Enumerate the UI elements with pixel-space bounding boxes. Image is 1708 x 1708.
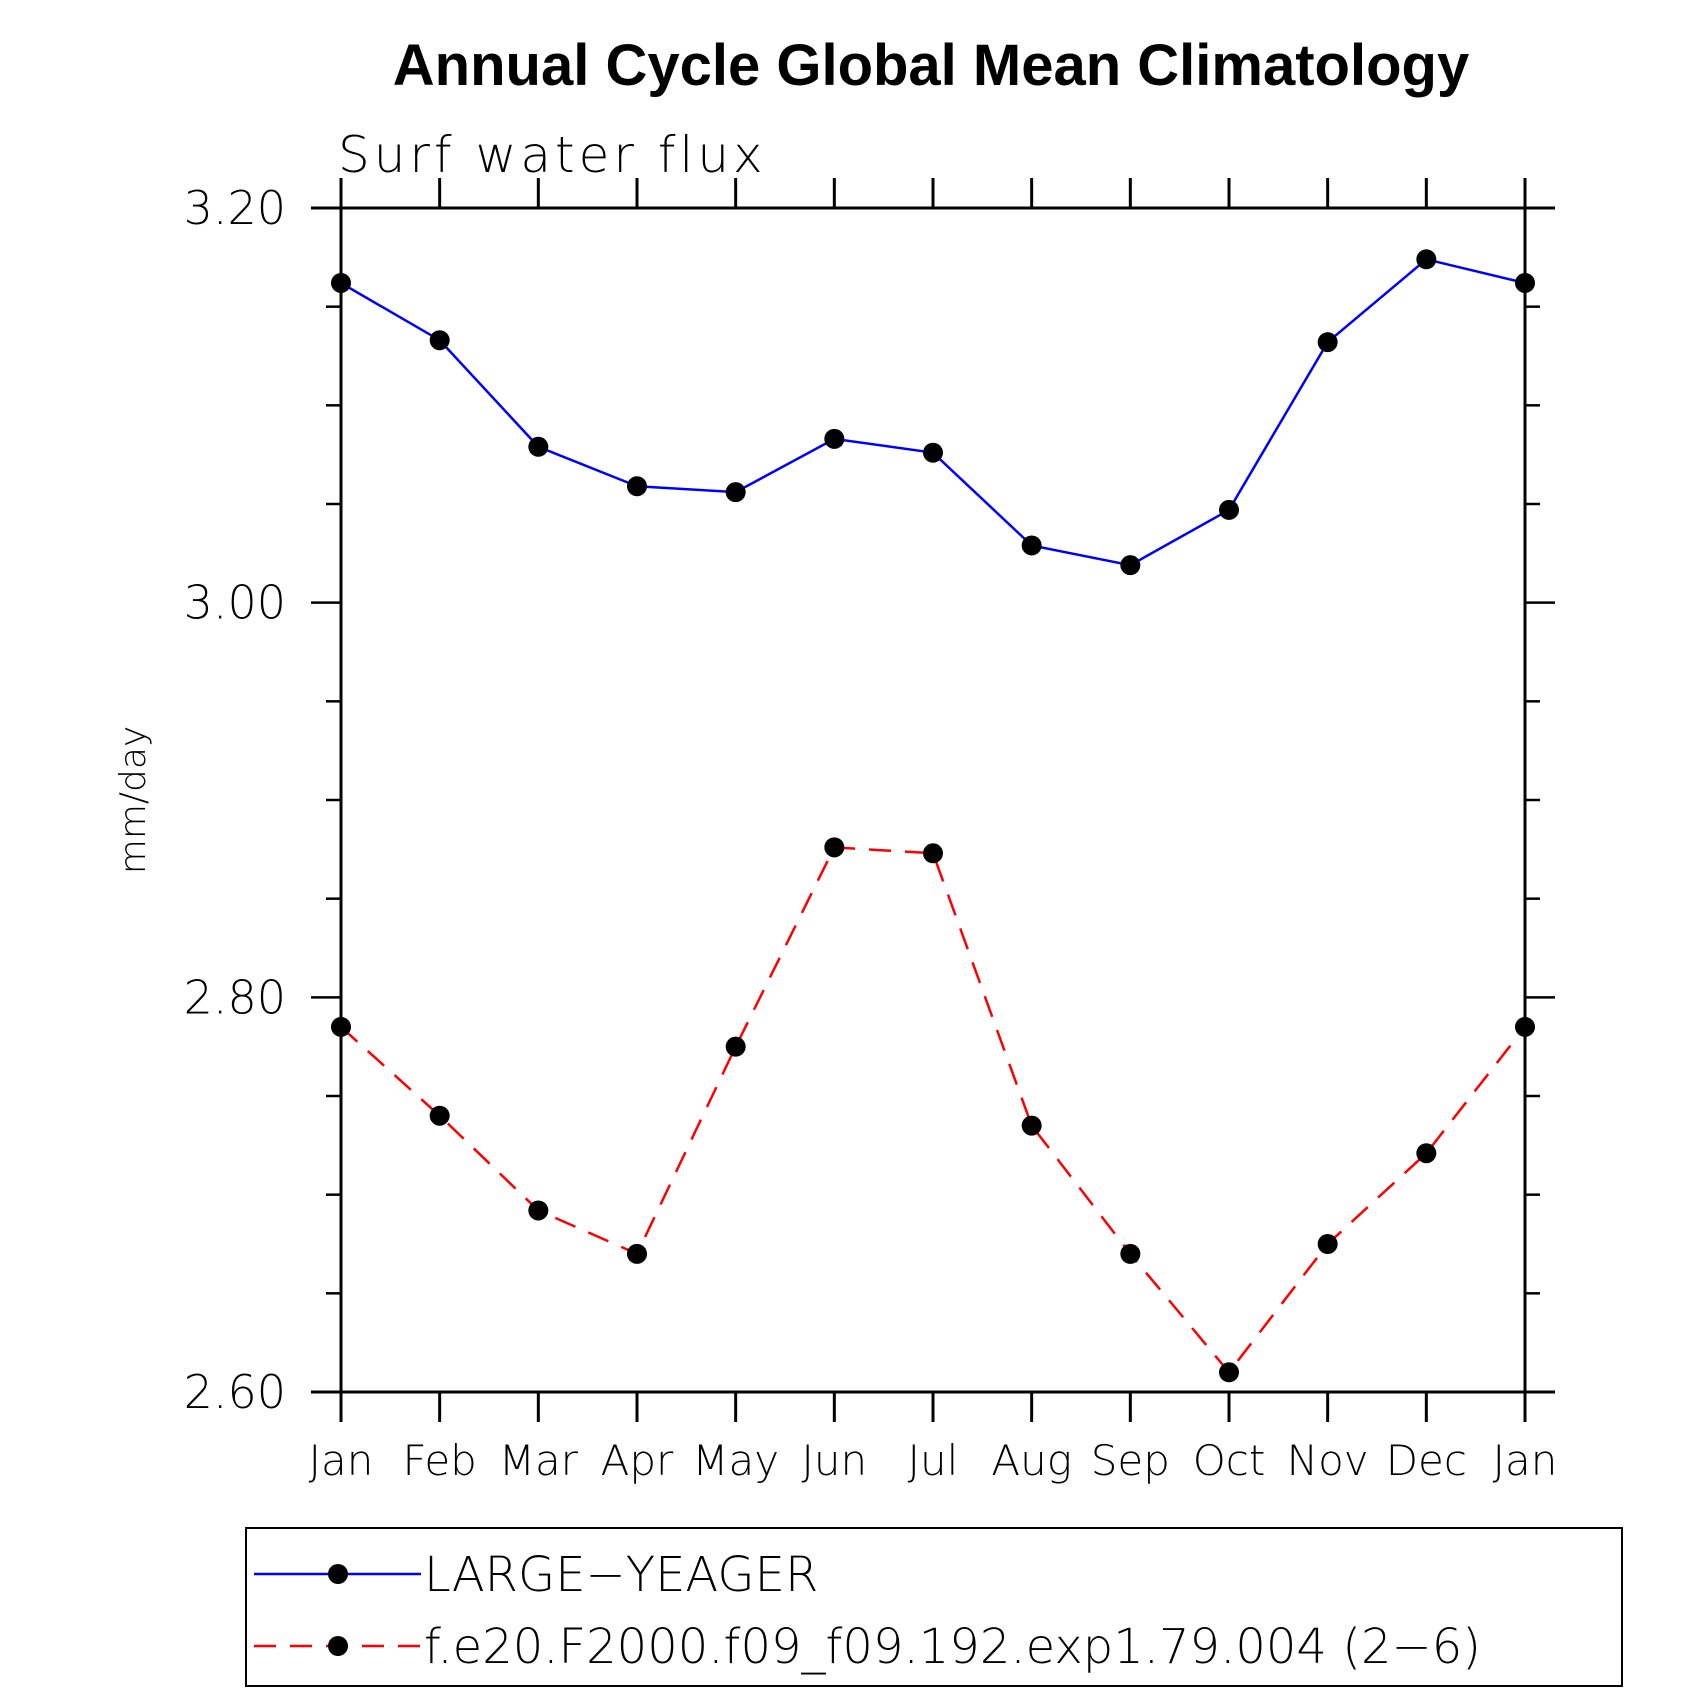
series-2-point [824, 837, 845, 858]
series-1-point [824, 428, 845, 449]
x-tick-label: Mar [499, 1436, 579, 1485]
x-tick-label: Dec [1386, 1436, 1467, 1485]
series-1-point [1515, 272, 1535, 293]
series-1-point [1021, 535, 1042, 556]
y-tick-label: 2.80 [184, 970, 286, 1024]
legend-entry-label-2: f.e20.F2000.f09_f09.192.exp1.79.004 (2−6… [424, 1619, 1481, 1675]
x-tick-label: Feb [402, 1436, 476, 1485]
series-1-point [429, 330, 450, 351]
x-tick-label: Jun [802, 1436, 868, 1485]
series-1-point [923, 442, 943, 463]
series-line-2 [340, 846, 1526, 1375]
legend: LARGE−YEAGER f.e20.F2000.f09_f09.192.exp1… [245, 1527, 1623, 1687]
x-tick-label: Aug [991, 1436, 1072, 1485]
chart-title: Annual Cycle Global Mean Climatology [393, 33, 1469, 98]
series-1-point [528, 436, 549, 457]
series-1-point [331, 272, 351, 293]
series-2-point [331, 1016, 351, 1037]
plot-frame [339, 206, 1527, 1394]
series-2-point [1416, 1143, 1437, 1164]
series-2-point [627, 1243, 647, 1264]
series-2-point [1120, 1243, 1141, 1264]
legend-swatch-marker-2 [328, 1636, 348, 1656]
x-tick-label: Sep [1091, 1436, 1170, 1485]
series-2-point [429, 1105, 450, 1126]
series-2-point [1219, 1362, 1239, 1383]
legend-box [245, 1527, 1623, 1687]
plot-area: Jan Feb Mar Apr May Jun Jul Aug Sep Oct Nov Dec Jan 2… [184, 178, 1558, 1485]
y-tick-label: 3.00 [184, 576, 286, 630]
series-2-point [1021, 1115, 1042, 1136]
x-tick-label: Nov [1287, 1436, 1369, 1485]
x-tick-label: Jan [309, 1436, 374, 1485]
chart-subtitle: Surf water flux [338, 126, 767, 184]
legend-entry-label-1: LARGE−YEAGER [424, 1547, 818, 1603]
x-tick-label: Jan [1493, 1436, 1558, 1485]
series-1-point [1120, 555, 1141, 576]
series-1-point [1317, 332, 1338, 353]
series-2-point [1317, 1234, 1338, 1254]
series-2-point [923, 843, 943, 864]
series-1-point [1416, 249, 1437, 270]
series-2-point [528, 1200, 549, 1221]
series-1-point [627, 476, 647, 497]
series-2-point [725, 1036, 746, 1057]
series-line-1 [340, 257, 1526, 567]
y-tick-label: 3.20 [184, 181, 286, 235]
series-1-point [725, 482, 746, 503]
x-tick-label: Jul [908, 1436, 959, 1485]
x-tick-label: Oct [1193, 1436, 1266, 1485]
series-1-point [1219, 499, 1239, 520]
x-tick-label: May [692, 1436, 779, 1485]
y-tick-label: 2.60 [184, 1365, 286, 1419]
series-2-point [1515, 1016, 1535, 1037]
y-axis-label: mm/day [113, 726, 154, 874]
x-tick-label: Apr [601, 1436, 674, 1485]
legend-swatch-marker-1 [328, 1564, 348, 1584]
